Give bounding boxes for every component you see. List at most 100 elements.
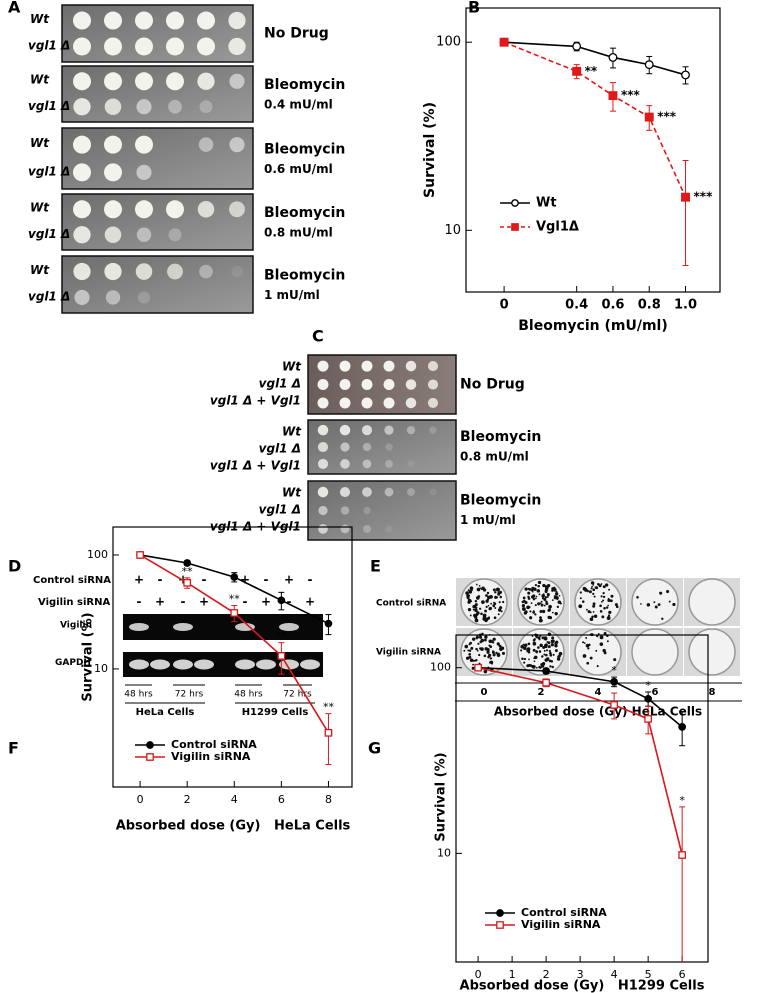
colony xyxy=(483,638,487,642)
colony xyxy=(532,597,535,600)
yeast-spot xyxy=(104,98,122,116)
colony xyxy=(610,594,614,598)
marker xyxy=(681,70,690,80)
colony xyxy=(666,590,670,594)
colony xyxy=(546,595,549,599)
colony xyxy=(545,653,548,657)
y-tick-label: 10 xyxy=(437,846,451,859)
marker xyxy=(644,715,652,723)
condition-label: Bleomycin xyxy=(460,429,541,445)
strain-label: vgl1 Δ + Vgl1 xyxy=(210,459,301,473)
plot-frame xyxy=(112,526,353,788)
colony xyxy=(533,657,536,660)
yeast-spot xyxy=(199,264,213,279)
colony xyxy=(555,640,559,644)
x-tick-label: 2 xyxy=(184,793,191,806)
colony xyxy=(496,596,499,599)
colony xyxy=(533,660,536,662)
colony xyxy=(522,596,526,600)
x-tick-label: 0 xyxy=(475,968,482,981)
colony xyxy=(467,598,471,602)
condition-label: 0.6 mU/ml xyxy=(264,162,333,176)
dose-label: 8 xyxy=(709,687,716,698)
yeast-spot xyxy=(385,525,393,533)
colony xyxy=(494,591,497,594)
colony xyxy=(496,653,501,657)
plate xyxy=(61,65,254,123)
colony xyxy=(581,600,585,603)
strain-label: Wt xyxy=(282,486,302,500)
colony xyxy=(591,615,594,618)
colony xyxy=(551,636,555,640)
sign: + xyxy=(261,595,271,609)
colony xyxy=(532,641,537,646)
blot-band xyxy=(235,659,255,670)
yeast-spot xyxy=(104,11,122,30)
colony xyxy=(592,592,595,595)
sign: - xyxy=(287,595,292,609)
panel-letter: E xyxy=(370,557,381,576)
colony xyxy=(606,616,611,620)
colony xyxy=(592,604,596,608)
colony xyxy=(501,651,506,655)
colony xyxy=(464,644,469,649)
colony xyxy=(523,599,526,603)
blot-band xyxy=(150,659,170,670)
dish xyxy=(631,628,679,676)
colony xyxy=(534,584,538,587)
dose-label: 4 xyxy=(595,687,602,698)
yeast-spot xyxy=(136,227,152,242)
colony xyxy=(526,648,529,651)
row-label: Vigilin siRNA xyxy=(376,648,441,658)
colony xyxy=(480,612,483,616)
yeast-spot xyxy=(429,488,437,496)
colony xyxy=(474,608,478,613)
strain-label: vgl1 Δ xyxy=(28,99,70,113)
yeast-spot xyxy=(317,486,329,498)
colony xyxy=(526,664,530,668)
colony xyxy=(607,598,611,602)
blot-band xyxy=(129,623,149,631)
dish xyxy=(574,578,622,626)
yeast-spot xyxy=(135,263,153,280)
colony xyxy=(589,617,594,622)
colony xyxy=(555,592,559,596)
legend-label: Control siRNA xyxy=(521,906,607,919)
colony xyxy=(523,661,526,664)
colony xyxy=(584,589,587,592)
marker xyxy=(499,37,509,47)
yeast-spot xyxy=(136,164,152,180)
colony xyxy=(475,583,478,586)
dish xyxy=(688,578,736,626)
caption: Absorbed dose (Gy) HeLa Cells xyxy=(494,705,702,719)
colony xyxy=(474,606,478,610)
colony xyxy=(486,591,490,595)
colony xyxy=(585,643,590,648)
yeast-spot xyxy=(104,163,122,182)
yeast-spot xyxy=(228,37,246,56)
yeast-spot xyxy=(168,99,182,114)
significance: ** xyxy=(323,701,335,714)
condition-label: 0.4 mU/ml xyxy=(264,98,333,112)
colony xyxy=(467,649,470,652)
colony xyxy=(551,599,554,602)
yeast-spot xyxy=(73,98,91,116)
yeast-spot xyxy=(317,441,329,453)
strain-label: Wt xyxy=(30,263,50,277)
condition-label: Bleomycin xyxy=(264,268,345,284)
colony xyxy=(593,614,598,618)
colony xyxy=(592,610,595,613)
colony xyxy=(534,613,537,616)
colony xyxy=(587,647,590,650)
colony xyxy=(551,589,554,592)
colony xyxy=(543,643,548,648)
sign: - xyxy=(264,573,269,587)
colony xyxy=(590,587,593,590)
condition-label: 1 mU/ml xyxy=(460,513,516,527)
colony xyxy=(600,600,603,603)
dose-label: 0 xyxy=(481,687,488,698)
yeast-spot xyxy=(361,425,373,436)
yeast-spot xyxy=(361,360,373,372)
colony xyxy=(474,659,477,662)
colony xyxy=(523,643,528,647)
